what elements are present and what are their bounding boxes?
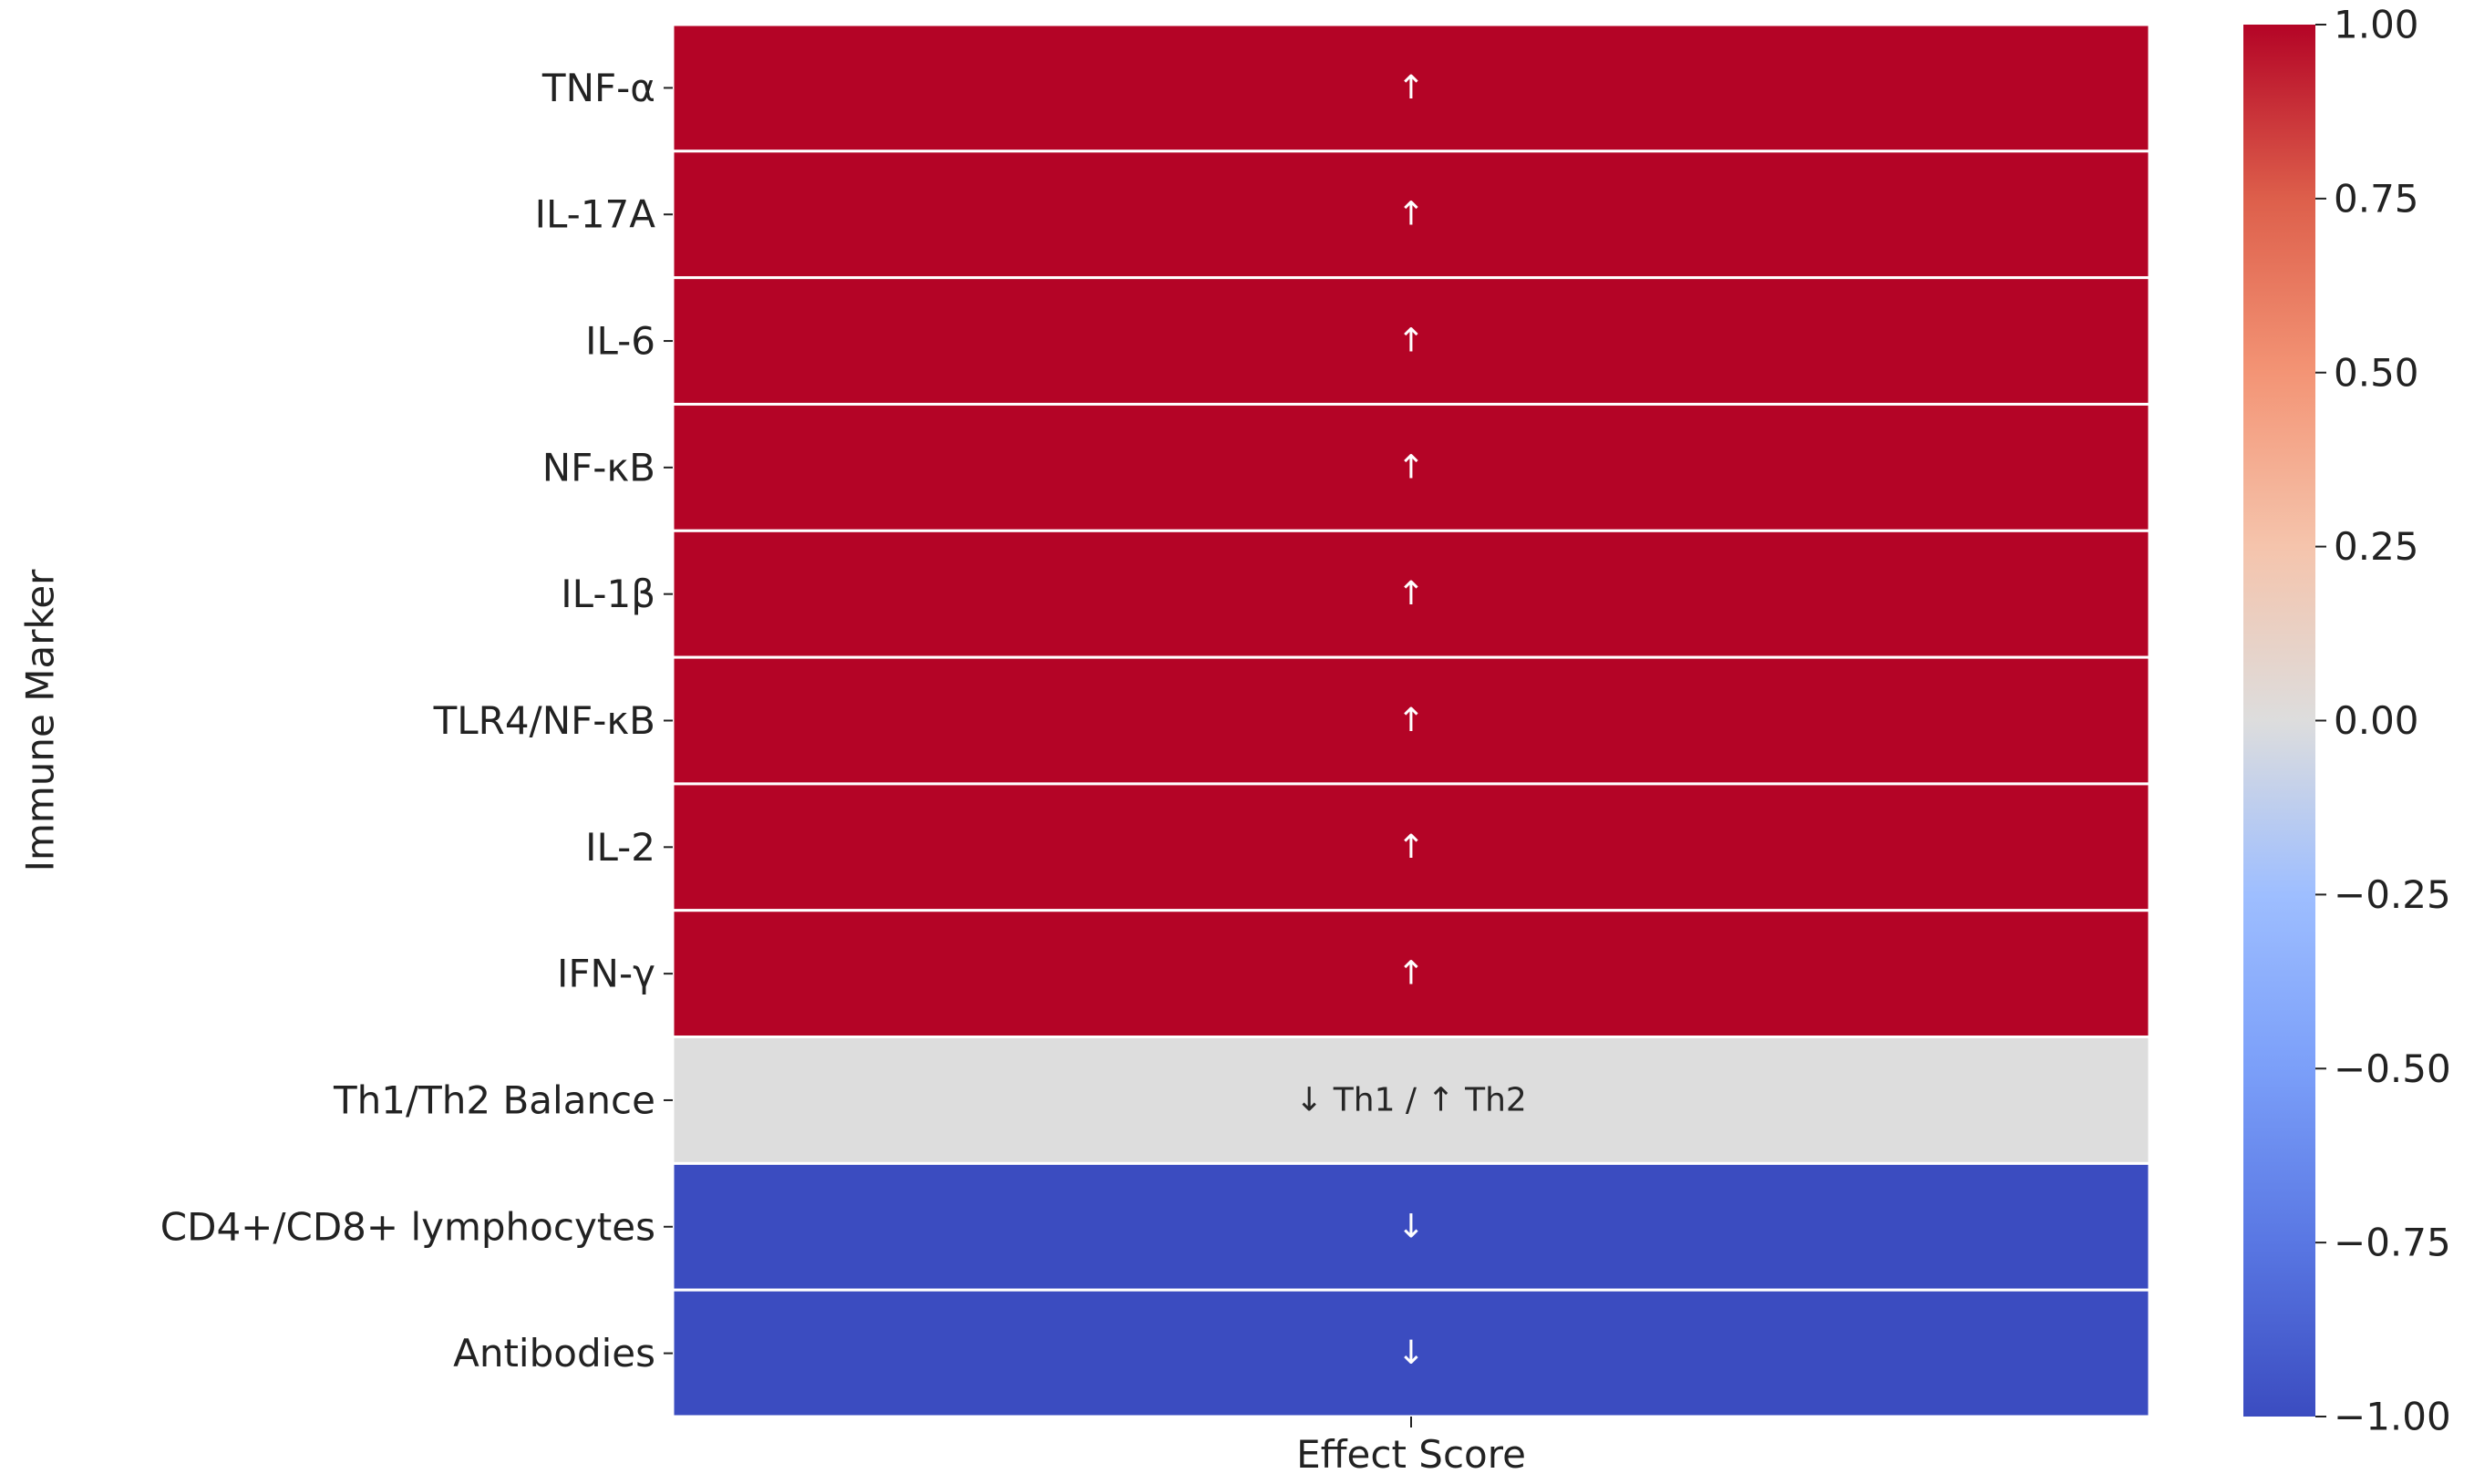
cell-annotation: ↑ <box>1397 448 1425 486</box>
y-tick-label: IL-2 <box>585 825 655 870</box>
colorbar-tick-label: −0.75 <box>2334 1221 2451 1265</box>
y-tick-label: Antibodies <box>453 1331 655 1376</box>
heatmap-cell <box>671 149 2151 280</box>
colorbar-tick-label: 1.00 <box>2334 3 2419 47</box>
heatmap-cell <box>671 529 2151 659</box>
colorbar-tick-label: 0.50 <box>2334 350 2419 395</box>
cell-annotation: ↑ <box>1397 323 1425 360</box>
heatmap-cell <box>671 1288 2151 1418</box>
colorbar-tick-label: 0.75 <box>2334 176 2419 221</box>
cell-annotation: ↑ <box>1397 575 1425 613</box>
cell-annotations: ↑ ↑ ↑ ↑ ↑ ↑ ↑ ↑ ↓ Th1 / ↑ Th2 ↓ ↓ <box>1295 69 1527 1372</box>
y-axis-label: Immune Marker <box>18 569 63 872</box>
heatmap-cell <box>671 402 2151 532</box>
colorbar-tick-label: −0.25 <box>2334 872 2451 917</box>
x-axis: Effect Score <box>1296 1417 1526 1477</box>
cell-annotation: ↓ <box>1397 1335 1425 1372</box>
cell-annotation: ↓ Th1 / ↑ Th2 <box>1295 1081 1527 1118</box>
y-tick-label: IL-17A <box>535 192 656 237</box>
y-tick-label: TNF-α <box>541 66 655 110</box>
y-tick-label: NF-κB <box>542 445 655 490</box>
heatmap-cell <box>671 23 2151 153</box>
colorbar: 1.00 0.75 0.50 0.25 0.00 −0.25 −0.50 −0.75 −1.00 <box>2243 3 2451 1439</box>
heatmap-cells <box>671 23 2151 1418</box>
colorbar-tick-label: 0.00 <box>2334 698 2419 743</box>
cell-annotation: ↑ <box>1397 702 1425 739</box>
colorbar-tick-label: 0.25 <box>2334 524 2419 569</box>
y-tick-label: CD4+/CD8+ lymphocytes <box>160 1204 655 1249</box>
y-tick-label: IL-6 <box>585 319 655 364</box>
cell-annotation: ↑ <box>1397 829 1425 866</box>
cell-annotation: ↑ <box>1397 196 1425 233</box>
y-tick-label: IFN-γ <box>557 952 655 996</box>
colorbar-gradient <box>2243 25 2315 1417</box>
colorbar-tick-label: −1.00 <box>2334 1395 2451 1439</box>
y-tick-label: IL-1β <box>561 572 655 616</box>
heatmap-cell <box>671 276 2151 406</box>
heatmap-cell <box>671 655 2151 786</box>
cell-annotation: ↓ <box>1397 1208 1425 1245</box>
y-tick-label: TLR4/NF-κB <box>433 698 655 743</box>
colorbar-tick-label: −0.50 <box>2334 1046 2451 1091</box>
cell-annotation: ↑ <box>1397 955 1425 993</box>
y-axis-tick-labels: TNF-α IL-17A IL-6 NF-κB IL-1β TLR4/NF-κB IL-2 I… <box>160 66 673 1376</box>
y-tick-label: Th1/Th2 Balance <box>333 1077 655 1122</box>
cell-annotation: ↑ <box>1397 69 1425 107</box>
x-tick-label: Effect Score <box>1296 1432 1526 1477</box>
heatmap-cell <box>671 1161 2151 1292</box>
